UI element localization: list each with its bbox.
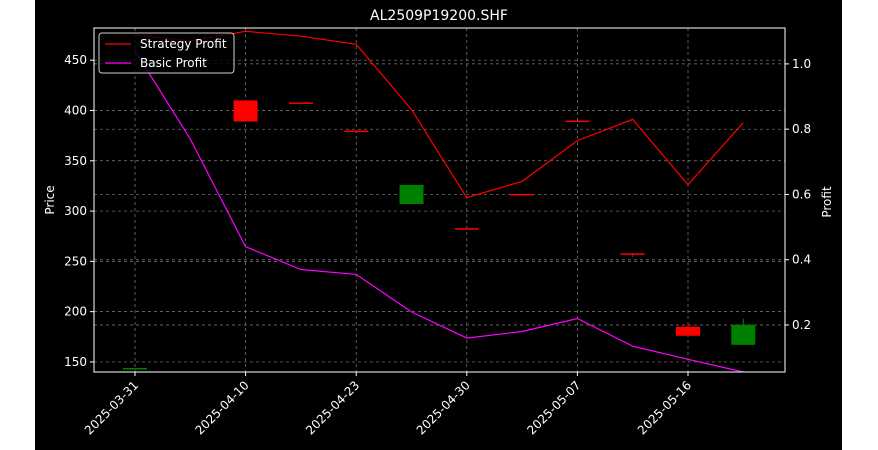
series-line-strategy-profit: [134, 30, 744, 199]
candle-body: [399, 184, 424, 205]
series-line-basic-profit: [134, 50, 744, 373]
legend-label-strategy-profit: Strategy Profit: [140, 37, 227, 51]
plot-frame: [93, 27, 786, 373]
left-tick-label: 400: [64, 103, 87, 117]
right-tick-label: 0.8: [792, 122, 811, 136]
legend: Strategy Profit Basic Profit: [98, 32, 235, 74]
right-tick-label: 1.0: [792, 57, 811, 71]
candles: [123, 100, 756, 370]
left-tick-label: 450: [64, 53, 87, 67]
left-tick-label: 350: [64, 154, 87, 168]
left-tick-label: 300: [64, 204, 87, 218]
left-tick-label: 150: [64, 355, 87, 369]
candle-body: [233, 100, 258, 122]
right-y-axis-label: Profit: [820, 186, 834, 218]
right-y-axis: 0.2 0.4 0.6 0.8 1.0: [785, 57, 811, 332]
legend-label-basic-profit: Basic Profit: [140, 56, 207, 70]
candle-body: [454, 228, 479, 230]
right-tick-label: 0.4: [792, 253, 811, 267]
candle-body: [123, 367, 147, 370]
candle-body: [288, 102, 313, 104]
legend-box: [98, 32, 235, 74]
candle-body: [620, 253, 645, 255]
candle-body: [510, 193, 535, 196]
candle-body: [565, 120, 590, 123]
candle-body: [676, 326, 700, 336]
left-y-axis-label: Price: [43, 185, 57, 214]
left-y-axis: 150 200 250 300 350 400 450: [64, 53, 94, 369]
chart-title: AL2509P19200.SHF: [370, 8, 508, 24]
left-tick-label: 250: [64, 254, 87, 268]
candle-body: [731, 324, 756, 345]
figure-background: [35, 0, 842, 450]
left-tick-label: 200: [64, 305, 87, 319]
right-tick-label: 0.6: [792, 187, 811, 201]
right-tick-label: 0.2: [792, 318, 811, 332]
candle-body: [344, 130, 369, 133]
profit-lines: [134, 30, 744, 373]
